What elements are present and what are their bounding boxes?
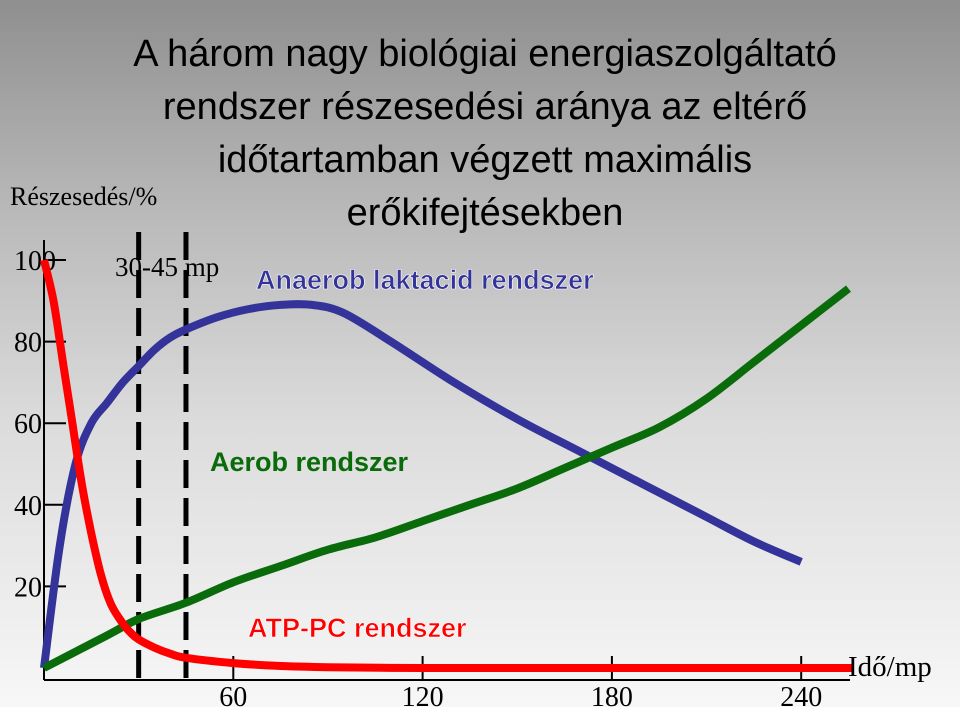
title-line: erőkifejtésekben [346,192,624,234]
axes [43,240,850,681]
x-tick-label: 60 [219,682,247,707]
series-label-aerob: Aerob rendszer [210,447,409,477]
aerob-line [42,285,851,672]
series-label-anaerob: Anaerob laktacid rendszer [256,265,594,295]
title-line: A három nagy biológiai energiaszolgáltat… [133,33,837,75]
y-axis-label: Részesedés/% [10,182,157,211]
x-tick-label: 240 [780,682,822,707]
series-label-atp-pc: ATP-PC rendszer [248,613,467,643]
x-tick-label: 180 [591,682,633,707]
y-tick-label: 40 [14,491,42,522]
x-tick-label: 120 [402,682,444,707]
x-axis-label: Idő/mp [848,651,932,683]
marker-label: 30-45 mp [115,252,219,282]
chart-title: A három nagy biológiai energiaszolgáltat… [60,28,910,240]
anaerob-laktacid-line [40,300,803,669]
title-line: időtartamban végzett maximális [217,139,753,181]
atp-pc-line [40,259,852,673]
y-tick-label: 20 [14,572,42,603]
y-tick-label: 60 [14,409,42,440]
series-lines [40,259,852,673]
title-line: rendszer részesedési aránya az eltérő [162,86,808,128]
y-tick-label: 80 [14,328,42,359]
